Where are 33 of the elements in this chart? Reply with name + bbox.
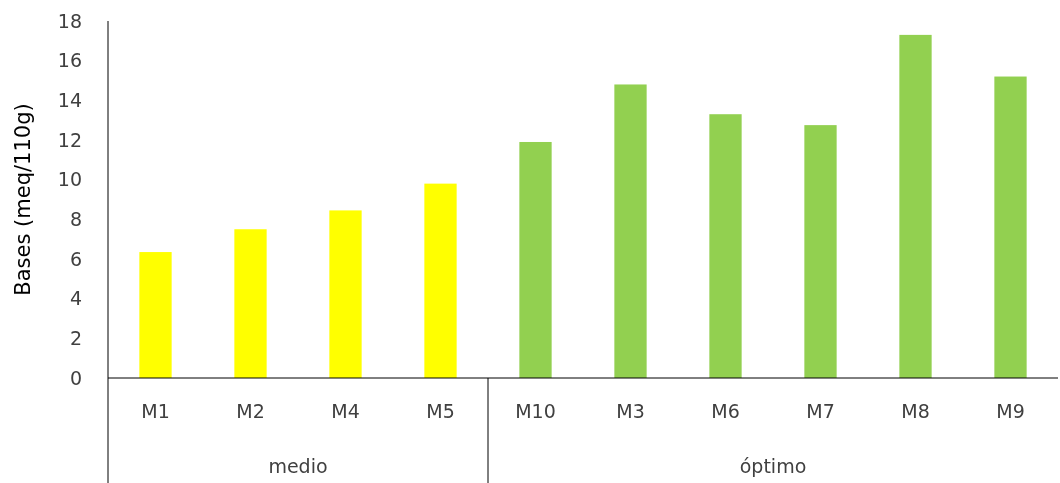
y-tick-label: 10 bbox=[57, 168, 82, 191]
bar bbox=[614, 84, 647, 378]
bar bbox=[804, 125, 837, 378]
bar bbox=[234, 229, 267, 378]
text: medio bbox=[268, 455, 328, 477]
bar bbox=[994, 76, 1027, 378]
x-tick-label: M2 bbox=[236, 400, 265, 422]
y-axis-title: Bases (meq/110g) bbox=[11, 103, 35, 296]
x-tick-label: M1 bbox=[141, 400, 170, 422]
y-tick-label: 2 bbox=[69, 326, 82, 349]
x-tick-label: M7 bbox=[806, 400, 835, 422]
x-tick-label: M10 bbox=[515, 400, 556, 422]
bar bbox=[139, 252, 172, 378]
y-tick-label: 0 bbox=[69, 366, 82, 389]
bar bbox=[709, 114, 742, 378]
bar bbox=[519, 141, 552, 378]
y-tick-label: 12 bbox=[57, 128, 82, 151]
y-tick-label: 18 bbox=[57, 9, 82, 32]
x-tick-label: M8 bbox=[901, 400, 930, 422]
x-tick-label: M3 bbox=[616, 400, 645, 422]
bar bbox=[329, 210, 362, 378]
text: óptimo bbox=[739, 455, 807, 477]
x-tick-label: M6 bbox=[711, 400, 740, 422]
x-tick-label: M4 bbox=[331, 400, 360, 422]
y-tick-label: 4 bbox=[69, 287, 82, 310]
x-tick-label: M5 bbox=[426, 400, 455, 422]
y-tick-label: 14 bbox=[57, 88, 82, 111]
y-tick-label: 6 bbox=[69, 247, 82, 270]
x-tick-label: M9 bbox=[996, 400, 1025, 422]
bar bbox=[424, 183, 457, 378]
y-tick-label: 16 bbox=[57, 49, 82, 72]
y-tick-label: 8 bbox=[69, 207, 82, 230]
bar bbox=[899, 34, 932, 378]
